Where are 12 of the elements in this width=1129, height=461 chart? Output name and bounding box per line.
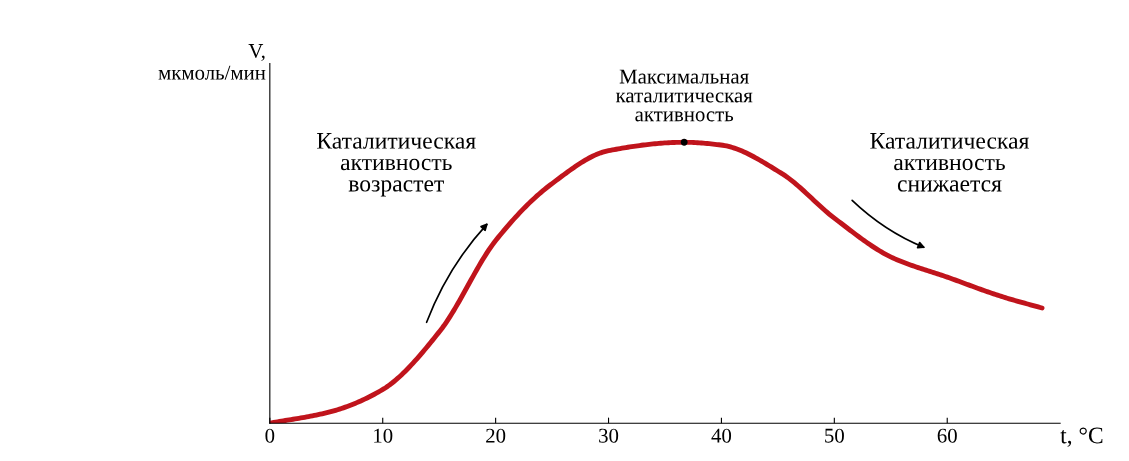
annotation: Каталитическая активность снижается [870,133,1029,192]
x-tick-label: 0 [265,428,275,443]
y-axis-title: V, мкмоль/мин [158,44,266,80]
x-tick-label: 60 [937,428,957,443]
annotation: Каталитическая активность возрастет [317,133,476,197]
x-tick-label: 10 [374,428,393,443]
x-tick-label: 20 [486,428,506,443]
x-axis-title: t, °C [1060,427,1103,447]
x-tick-label: 30 [599,428,619,443]
annotation: Максимальная каталитическая активность [615,69,753,122]
x-tick-label: 50 [825,428,844,443]
x-tick-label: 40 [711,428,732,443]
